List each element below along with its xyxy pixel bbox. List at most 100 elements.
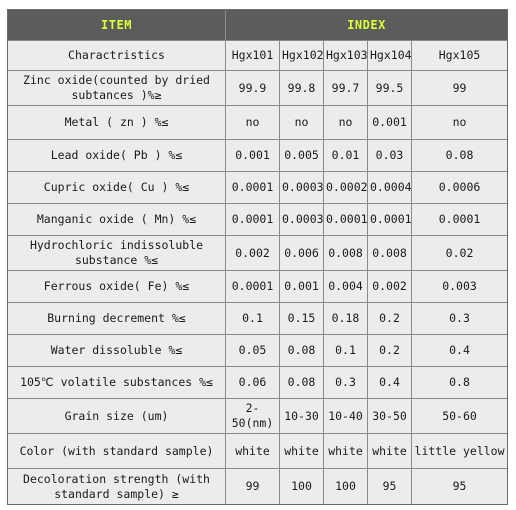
table-cell: 0.08 <box>412 140 508 172</box>
table-cell: white <box>368 434 412 469</box>
table-cell: 0.003 <box>412 271 508 303</box>
table-cell: 0.0001 <box>226 204 280 236</box>
table-cell: 0.0001 <box>368 204 412 236</box>
table-cell: 10-40 <box>324 399 368 434</box>
table-cell: 0.1 <box>226 303 280 335</box>
table-cell: 0.001 <box>280 271 324 303</box>
table-cell: 10-30 <box>280 399 324 434</box>
table-cell: 0.002 <box>368 271 412 303</box>
table-row: Lead oxide( Pb ) %≤ 0.001 0.005 0.01 0.0… <box>8 140 508 172</box>
table-row: Burning decrement %≤ 0.1 0.15 0.18 0.2 0… <box>8 303 508 335</box>
table-row: Zinc oxide(counted by dried subtances )%… <box>8 71 508 106</box>
table-cell: 0.008 <box>368 236 412 271</box>
table-cell: 0.0003 <box>280 172 324 204</box>
table-cell: 0.15 <box>280 303 324 335</box>
row-label: 105℃ volatile substances %≤ <box>8 367 226 399</box>
table-cell: 0.8 <box>412 367 508 399</box>
table-cell: 0.02 <box>412 236 508 271</box>
table-cell: 0.3 <box>324 367 368 399</box>
table-cell: 0.0003 <box>280 204 324 236</box>
table-cell: 0.006 <box>280 236 324 271</box>
table-cell: 0.002 <box>226 236 280 271</box>
table-cell: 99.8 <box>280 71 324 106</box>
table-row: Manganic oxide ( Mn) %≤ 0.0001 0.0003 0.… <box>8 204 508 236</box>
row-label: Manganic oxide ( Mn) %≤ <box>8 204 226 236</box>
table-row: Hydrochloric indissoluble substance %≤ 0… <box>8 236 508 271</box>
table-cell: 95 <box>412 469 508 504</box>
table-cell: 0.06 <box>226 367 280 399</box>
table-cell: 30-50 <box>368 399 412 434</box>
table-cell: 0.0001 <box>226 172 280 204</box>
table-cell: no <box>324 106 368 140</box>
table-cell: 0.08 <box>280 335 324 367</box>
table-cell: 0.08 <box>280 367 324 399</box>
table-row: Cupric oxide( Cu ) %≤ 0.0001 0.0003 0.00… <box>8 172 508 204</box>
table-cell: 99 <box>226 469 280 504</box>
table-cell: 0.2 <box>368 303 412 335</box>
row-label: Zinc oxide(counted by dried subtances )%… <box>8 71 226 106</box>
table-row: Water dissoluble %≤ 0.05 0.08 0.1 0.2 0.… <box>8 335 508 367</box>
table-cell: 0.001 <box>226 140 280 172</box>
header-item: ITEM <box>8 10 226 41</box>
table-cell: 0.005 <box>280 140 324 172</box>
row-label: Cupric oxide( Cu ) %≤ <box>8 172 226 204</box>
table-row: Decoloration strength (with standard sam… <box>8 469 508 504</box>
zinc-oxide-spec-table: ITEM INDEX Charactristics Hgx101 Hgx102 … <box>7 9 509 505</box>
column-header: Hgx103 <box>324 41 368 71</box>
table-cell: 95 <box>368 469 412 504</box>
table-cell: 99 <box>412 71 508 106</box>
table-cell: 0.18 <box>324 303 368 335</box>
table-cell: white <box>280 434 324 469</box>
table-row: Ferrous oxide( Fe) %≤ 0.0001 0.001 0.004… <box>8 271 508 303</box>
row-label: Decoloration strength (with standard sam… <box>8 469 226 504</box>
row-label: Water dissoluble %≤ <box>8 335 226 367</box>
table-cell: 0.05 <box>226 335 280 367</box>
column-header: Hgx102 <box>280 41 324 71</box>
table-cell: no <box>226 106 280 140</box>
table-cell: 0.3 <box>412 303 508 335</box>
table-row: Charactristics Hgx101 Hgx102 Hgx103 Hgx1… <box>8 41 508 71</box>
table-cell: 0.0001 <box>324 204 368 236</box>
row-label: Hydrochloric indissoluble substance %≤ <box>8 236 226 271</box>
column-header: Hgx101 <box>226 41 280 71</box>
table-cell: 0.4 <box>368 367 412 399</box>
table-cell: 100 <box>324 469 368 504</box>
table-cell: 2-50(nm) <box>226 399 280 434</box>
column-header: Hgx105 <box>412 41 508 71</box>
table-row: Color (with standard sample) white white… <box>8 434 508 469</box>
table-cell: 0.4 <box>412 335 508 367</box>
table-cell: 0.008 <box>324 236 368 271</box>
table-cell: 0.0001 <box>226 271 280 303</box>
table-cell: 0.03 <box>368 140 412 172</box>
table-cell: 99.7 <box>324 71 368 106</box>
header-index: INDEX <box>226 10 508 41</box>
table-cell: little yellow <box>412 434 508 469</box>
column-header: Charactristics <box>8 41 226 71</box>
table-cell: 100 <box>280 469 324 504</box>
table-cell: 99.5 <box>368 71 412 106</box>
table-cell: 0.0004 <box>368 172 412 204</box>
row-label: Ferrous oxide( Fe) %≤ <box>8 271 226 303</box>
table-cell: 0.1 <box>324 335 368 367</box>
row-label: Burning decrement %≤ <box>8 303 226 335</box>
row-label: Metal ( zn ) %≤ <box>8 106 226 140</box>
table-row: 105℃ volatile substances %≤ 0.06 0.08 0.… <box>8 367 508 399</box>
table-cell: 0.001 <box>368 106 412 140</box>
table-cell: 50-60 <box>412 399 508 434</box>
table-cell: 0.2 <box>368 335 412 367</box>
table-cell: 99.9 <box>226 71 280 106</box>
table-cell: 0.0001 <box>412 204 508 236</box>
table-row: Metal ( zn ) %≤ no no no 0.001 no <box>8 106 508 140</box>
row-label: Grain size (um) <box>8 399 226 434</box>
column-header: Hgx104 <box>368 41 412 71</box>
row-label: Color (with standard sample) <box>8 434 226 469</box>
table-cell: white <box>324 434 368 469</box>
table-cell: 0.004 <box>324 271 368 303</box>
table-cell: 0.0006 <box>412 172 508 204</box>
table-cell: 0.01 <box>324 140 368 172</box>
table-cell: 0.0002 <box>324 172 368 204</box>
table-cell: no <box>412 106 508 140</box>
table-cell: no <box>280 106 324 140</box>
table-row: Grain size (um) 2-50(nm) 10-30 10-40 30-… <box>8 399 508 434</box>
table-cell: white <box>226 434 280 469</box>
